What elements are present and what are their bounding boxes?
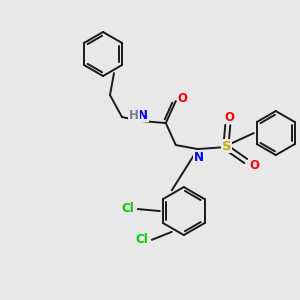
Text: O: O — [250, 159, 260, 172]
Text: N: N — [194, 151, 204, 164]
Text: O: O — [178, 92, 188, 105]
Text: H: H — [129, 109, 139, 122]
Text: O: O — [225, 111, 235, 124]
Text: N: N — [138, 109, 148, 122]
Text: S: S — [222, 140, 232, 153]
Text: Cl: Cl — [135, 233, 148, 246]
Text: Cl: Cl — [122, 202, 134, 214]
